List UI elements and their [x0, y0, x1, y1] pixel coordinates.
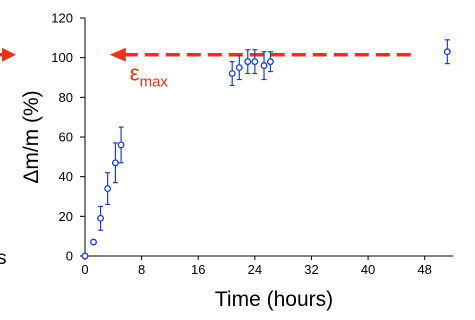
data-point [104, 185, 112, 193]
y-tick-label: 20 [59, 209, 73, 224]
data-point [97, 214, 105, 222]
x-tick-label: 0 [81, 262, 88, 277]
y-tick-label: 100 [51, 50, 73, 65]
left-cut-text: s [0, 248, 7, 269]
data-point [90, 238, 97, 246]
y-tick-label: 60 [59, 130, 73, 145]
x-axis-title: Time (hours) [215, 288, 333, 311]
y-tick-label: 80 [59, 90, 73, 105]
data-point [228, 70, 236, 77]
left-arrow-head [2, 47, 16, 62]
x-tick-label: 24 [248, 262, 262, 277]
y-tick-label: 120 [51, 11, 73, 26]
tick-labels: 0 20 40 60 80 100 120 0 8 16 24 32 40 48 [51, 11, 432, 278]
data-point [235, 64, 243, 72]
x-tick-label: 16 [191, 262, 205, 277]
axis-titles: Time (hours) Δm/m (%) [20, 90, 333, 311]
x-tick-label: 40 [361, 262, 375, 277]
data-point [251, 58, 259, 66]
data-point [244, 58, 252, 66]
data-point [81, 252, 89, 260]
x-tick-label: 32 [304, 262, 318, 277]
epsilon-max-label: εmax [130, 61, 169, 91]
y-axis-title: Δm/m (%) [20, 90, 43, 183]
data-point [260, 62, 268, 70]
epsilon-subscript: max [140, 74, 169, 91]
axes [80, 17, 453, 260]
x-tick-label: 8 [138, 262, 145, 277]
data-point [111, 159, 119, 167]
data-point [266, 58, 274, 66]
epsilon-max-arrowhead [109, 47, 126, 62]
data-point [443, 48, 451, 56]
y-tick-label: 0 [66, 249, 73, 264]
x-tick-label: 48 [417, 262, 431, 277]
left-cut-layer: s [0, 47, 16, 269]
data-point [117, 141, 125, 149]
epsilon-symbol: ε [130, 61, 140, 86]
data-points [81, 39, 451, 260]
epsilon-max-annotation: εmax [109, 47, 415, 91]
y-tick-label: 40 [59, 169, 73, 184]
